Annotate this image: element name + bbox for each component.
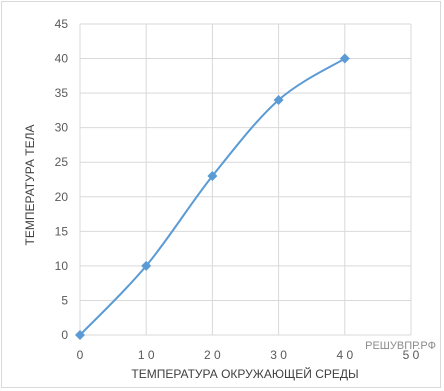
y-axis-title: ТЕМПЕРАТУРА ТЕЛА <box>23 125 37 246</box>
watermark: РЕШУВПР.РФ <box>365 340 436 352</box>
y-tick-label: 45 <box>55 17 69 31</box>
data-point-marker <box>207 171 218 182</box>
grid <box>79 23 412 336</box>
data-point-marker <box>273 95 284 106</box>
data-point-marker <box>75 330 85 340</box>
y-tick-label: 25 <box>55 155 69 169</box>
data-point-marker <box>141 260 152 271</box>
y-tick-label: 40 <box>55 52 69 66</box>
y-tick-label: 20 <box>55 190 69 204</box>
y-tick-label: 35 <box>55 86 69 100</box>
x-tick-labels: 0 1 0 2 0 3 0 4 0 5 0 <box>77 348 420 362</box>
x-tick-label: 3 0 <box>270 348 287 362</box>
data-points <box>75 53 350 340</box>
y-tick-label: 5 <box>61 293 68 307</box>
x-tick-label: 2 0 <box>204 348 221 362</box>
x-tick-label: 1 0 <box>138 348 155 362</box>
data-point-marker <box>339 53 350 64</box>
x-tick-label: 5 0 <box>403 348 420 362</box>
x-axis-title: ТЕМПЕРАТУРА ОКРУЖАЮЩЕЙ СРЕДЫ <box>131 366 358 381</box>
x-tick-label: 0 <box>77 348 84 362</box>
y-tick-label: 15 <box>55 224 69 238</box>
y-tick-label: 0 <box>61 328 68 342</box>
y-tick-label: 30 <box>55 121 69 135</box>
y-tick-labels: 0 5 10 15 20 25 30 35 40 45 <box>55 17 69 342</box>
y-tick-label: 10 <box>55 259 69 273</box>
x-tick-label: 4 0 <box>336 348 353 362</box>
